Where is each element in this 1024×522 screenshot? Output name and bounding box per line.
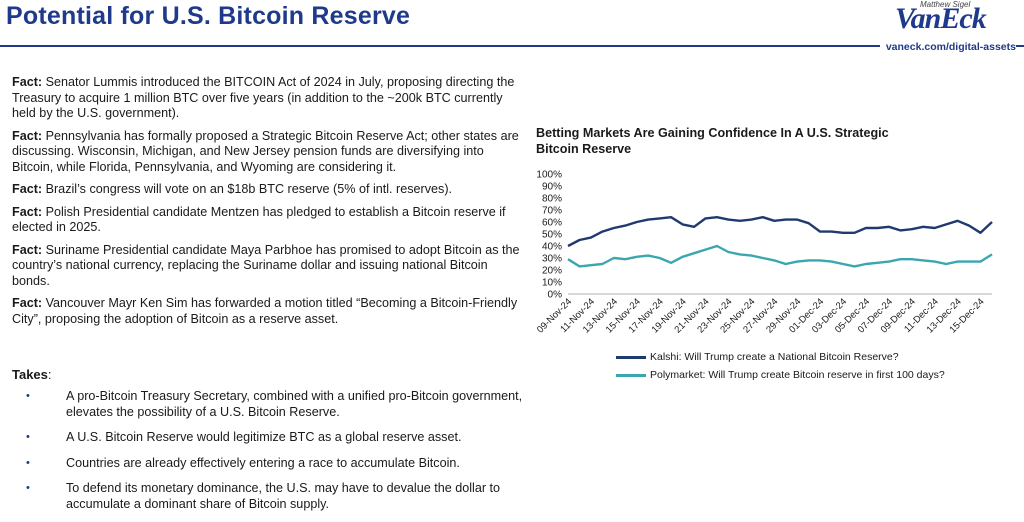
header-rule bbox=[0, 45, 1024, 47]
take-text: To defend its monetary dominance, the U.… bbox=[66, 481, 501, 511]
facts-list: Fact: Senator Lummis introduced the BITC… bbox=[12, 75, 527, 334]
fact-label: Fact: bbox=[12, 204, 43, 219]
bullet-icon: • bbox=[26, 456, 30, 469]
take-item: • To defend its monetary dominance, the U… bbox=[26, 481, 526, 512]
y-tick-label: 60% bbox=[542, 218, 562, 229]
y-tick-label: 40% bbox=[542, 242, 562, 253]
fact-label: Fact: bbox=[12, 128, 43, 143]
fact-text: Suriname Presidential candidate Maya Par… bbox=[12, 242, 520, 288]
fact-text: Brazil’s congress will vote on an $18b B… bbox=[42, 182, 453, 196]
bullet-icon: • bbox=[26, 390, 30, 402]
chart-title: Betting Markets Are Gaining Confidence I… bbox=[536, 126, 889, 156]
take-item: • A pro-Bitcoin Treasury Secretary, combi… bbox=[26, 389, 526, 420]
fact-item: Fact: Vancouver Mayr Ken Sim has forward… bbox=[12, 296, 527, 327]
y-tick-label: 10% bbox=[542, 278, 562, 289]
fact-text: Senator Lummis introduced the BITCOIN Ac… bbox=[12, 75, 515, 120]
legend-item: Polymarket: Will Trump create Bitcoin re… bbox=[616, 366, 945, 384]
take-item: • A U.S. Bitcoin Reserve would legitimize… bbox=[26, 430, 526, 446]
kalshi-series-line bbox=[567, 216, 993, 248]
fact-item: Fact: Polish Presidential candidate Ment… bbox=[12, 205, 527, 236]
takes-list: • A pro-Bitcoin Treasury Secretary, combi… bbox=[26, 389, 526, 522]
fact-item: Fact: Suriname Presidential candidate Ma… bbox=[12, 243, 527, 290]
legend-swatch bbox=[616, 355, 646, 359]
fact-item: Fact: Pennsylvania has formally proposed… bbox=[12, 129, 527, 176]
y-tick-label: 50% bbox=[542, 230, 562, 241]
bullet-icon: • bbox=[26, 431, 30, 443]
take-item: • Countries are already effectively enter… bbox=[26, 456, 526, 472]
fact-item: Fact: Brazil’s congress will vote on an … bbox=[12, 182, 527, 198]
legend-label: Polymarket: Will Trump create Bitcoin re… bbox=[650, 369, 945, 381]
polymarket-series-line bbox=[567, 244, 993, 268]
y-tick-label: 20% bbox=[542, 266, 562, 277]
y-tick-label: 30% bbox=[542, 254, 562, 265]
y-tick-label: 80% bbox=[542, 194, 562, 205]
bullet-icon: • bbox=[26, 482, 30, 494]
fact-text: Vancouver Mayr Ken Sim has forwarded a m… bbox=[12, 296, 518, 326]
fact-text: Polish Presidential candidate Mentzen ha… bbox=[12, 204, 506, 235]
takes-heading: Takes: bbox=[12, 367, 52, 382]
fact-label: Fact: bbox=[12, 242, 43, 257]
fact-label: Fact: bbox=[12, 296, 43, 310]
y-tick-label: 100% bbox=[536, 170, 562, 181]
take-text: A U.S. Bitcoin Reserve would legitimize … bbox=[66, 430, 462, 444]
take-text: A pro-Bitcoin Treasury Secretary, combin… bbox=[66, 389, 523, 419]
fact-label: Fact: bbox=[12, 75, 43, 89]
fact-item: Fact: Senator Lummis introduced the BITC… bbox=[12, 75, 527, 122]
fact-label: Fact: bbox=[12, 182, 43, 196]
legend-label: Kalshi: Will Trump create a National Bit… bbox=[650, 351, 899, 363]
legend-item: Kalshi: Will Trump create a National Bit… bbox=[616, 348, 945, 366]
site-url[interactable]: vaneck.com/digital-assets bbox=[879, 41, 1016, 53]
take-text: Countries are already effectively enteri… bbox=[66, 455, 460, 470]
betting-markets-chart: 0%10%20%30%40%50%60%70%80%90%100%09-Nov-… bbox=[535, 170, 993, 335]
y-tick-label: 70% bbox=[542, 206, 562, 217]
page-title: Potential for U.S. Bitcoin Reserve bbox=[6, 2, 411, 30]
chart-legend: Kalshi: Will Trump create a National Bit… bbox=[616, 348, 945, 384]
presenter-name: Matthew Sigel bbox=[920, 0, 971, 9]
vaneck-logo: VanEck bbox=[895, 2, 987, 35]
fact-text: Pennsylvania has formally proposed a Str… bbox=[12, 128, 519, 174]
y-tick-label: 0% bbox=[548, 290, 563, 301]
y-tick-label: 90% bbox=[542, 182, 562, 193]
legend-swatch bbox=[616, 373, 646, 377]
